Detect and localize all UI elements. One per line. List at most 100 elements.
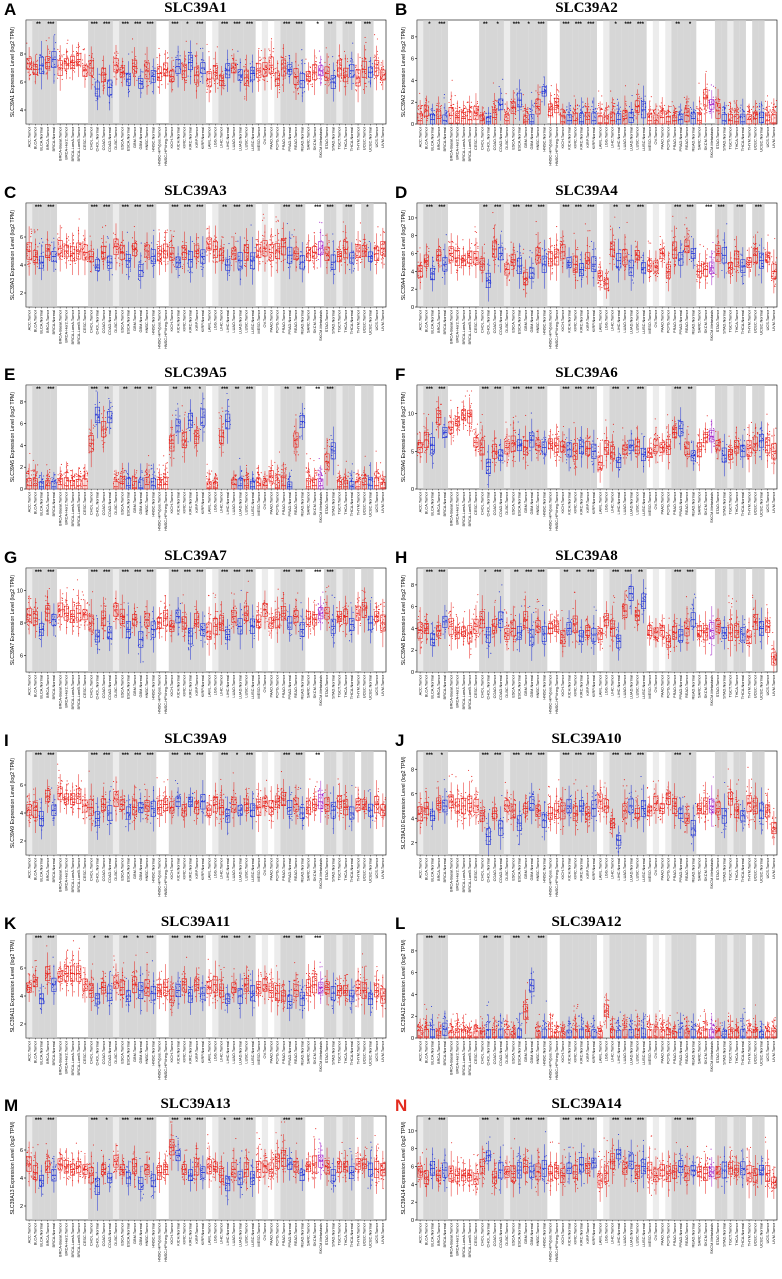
data-point <box>574 109 576 111</box>
data-point <box>716 101 718 103</box>
data-point <box>457 112 459 114</box>
box-esca-tumor <box>510 89 517 124</box>
data-point <box>118 257 120 259</box>
data-point <box>513 102 516 104</box>
data-point <box>495 114 497 116</box>
data-point <box>709 110 712 112</box>
data-point <box>269 60 271 62</box>
data-point <box>548 110 550 112</box>
data-point <box>327 258 330 260</box>
data-point <box>54 253 57 255</box>
shade-band <box>690 20 697 124</box>
data-point <box>479 114 481 116</box>
data-point <box>206 91 208 93</box>
data-point <box>559 112 561 115</box>
data-point <box>269 50 271 52</box>
data-point <box>545 92 547 94</box>
data-point <box>283 238 285 240</box>
data-point <box>379 81 381 84</box>
data-point <box>610 90 612 92</box>
x-tick-label: BRCA-Her2.Tumor <box>64 126 69 159</box>
data-point <box>182 256 184 258</box>
data-point <box>198 84 200 86</box>
data-point <box>42 241 44 243</box>
data-point <box>115 251 118 253</box>
data-point <box>352 250 354 252</box>
data-point <box>147 253 149 255</box>
data-point <box>586 115 588 117</box>
data-point <box>766 109 768 111</box>
data-point <box>566 106 568 108</box>
data-point <box>764 100 767 102</box>
box-kich-normal <box>174 45 182 88</box>
data-point <box>539 86 541 88</box>
data-point <box>313 255 315 257</box>
data-point <box>685 109 687 111</box>
data-point <box>271 246 273 249</box>
data-point <box>594 111 596 113</box>
data-point <box>45 73 47 75</box>
data-point <box>126 263 128 265</box>
data-point <box>206 43 208 45</box>
data-point <box>275 251 277 253</box>
data-point <box>504 108 506 111</box>
data-point <box>166 231 168 233</box>
data-point <box>542 84 544 86</box>
data-point <box>772 106 774 108</box>
data-point <box>505 115 508 117</box>
box-lusc-normal <box>640 85 647 124</box>
data-point <box>580 116 582 118</box>
data-point <box>489 117 491 119</box>
data-point <box>465 111 467 113</box>
data-point <box>710 109 712 111</box>
data-point <box>139 273 141 276</box>
data-point <box>122 64 124 66</box>
data-point <box>690 107 692 109</box>
x-tick-label: DLBC.Tumor <box>113 126 118 149</box>
data-point <box>259 60 261 62</box>
data-point <box>376 50 378 52</box>
data-point <box>262 74 264 76</box>
data-point <box>314 67 316 69</box>
data-point <box>169 244 171 246</box>
shade-band <box>441 20 449 124</box>
data-point <box>603 111 605 113</box>
data-point <box>82 247 85 250</box>
box-sarc-tumor <box>696 82 703 125</box>
data-point <box>455 118 457 120</box>
significance-mark: *** <box>637 22 645 28</box>
data-point <box>37 262 39 265</box>
data-point <box>591 106 593 108</box>
data-point <box>483 110 486 113</box>
data-point <box>184 58 186 60</box>
data-point <box>307 256 309 258</box>
data-point <box>654 122 656 124</box>
data-point <box>563 112 565 114</box>
data-point <box>133 250 135 252</box>
data-point <box>77 54 79 56</box>
significance-mark: *** <box>296 22 304 28</box>
data-point <box>443 94 445 96</box>
data-point <box>263 252 265 254</box>
data-point <box>41 237 43 239</box>
x-tick-label: ESCA.Normal <box>126 127 131 151</box>
significance-mark: *** <box>296 205 304 211</box>
box-coad-tumor <box>100 224 107 270</box>
data-point <box>131 236 134 239</box>
data-point <box>67 39 69 41</box>
data-point <box>82 252 85 254</box>
data-point <box>280 57 282 59</box>
data-point <box>771 110 773 112</box>
data-point <box>29 245 31 248</box>
box-pcpg-tumor <box>274 60 281 99</box>
data-point <box>247 255 249 257</box>
data-point <box>139 75 141 77</box>
data-point <box>486 117 488 119</box>
data-point <box>202 47 204 49</box>
data-point <box>197 260 199 262</box>
data-point <box>27 243 29 245</box>
data-point <box>419 92 421 94</box>
data-point <box>356 69 358 71</box>
data-point <box>451 108 453 110</box>
box-prad-normal <box>286 222 293 279</box>
